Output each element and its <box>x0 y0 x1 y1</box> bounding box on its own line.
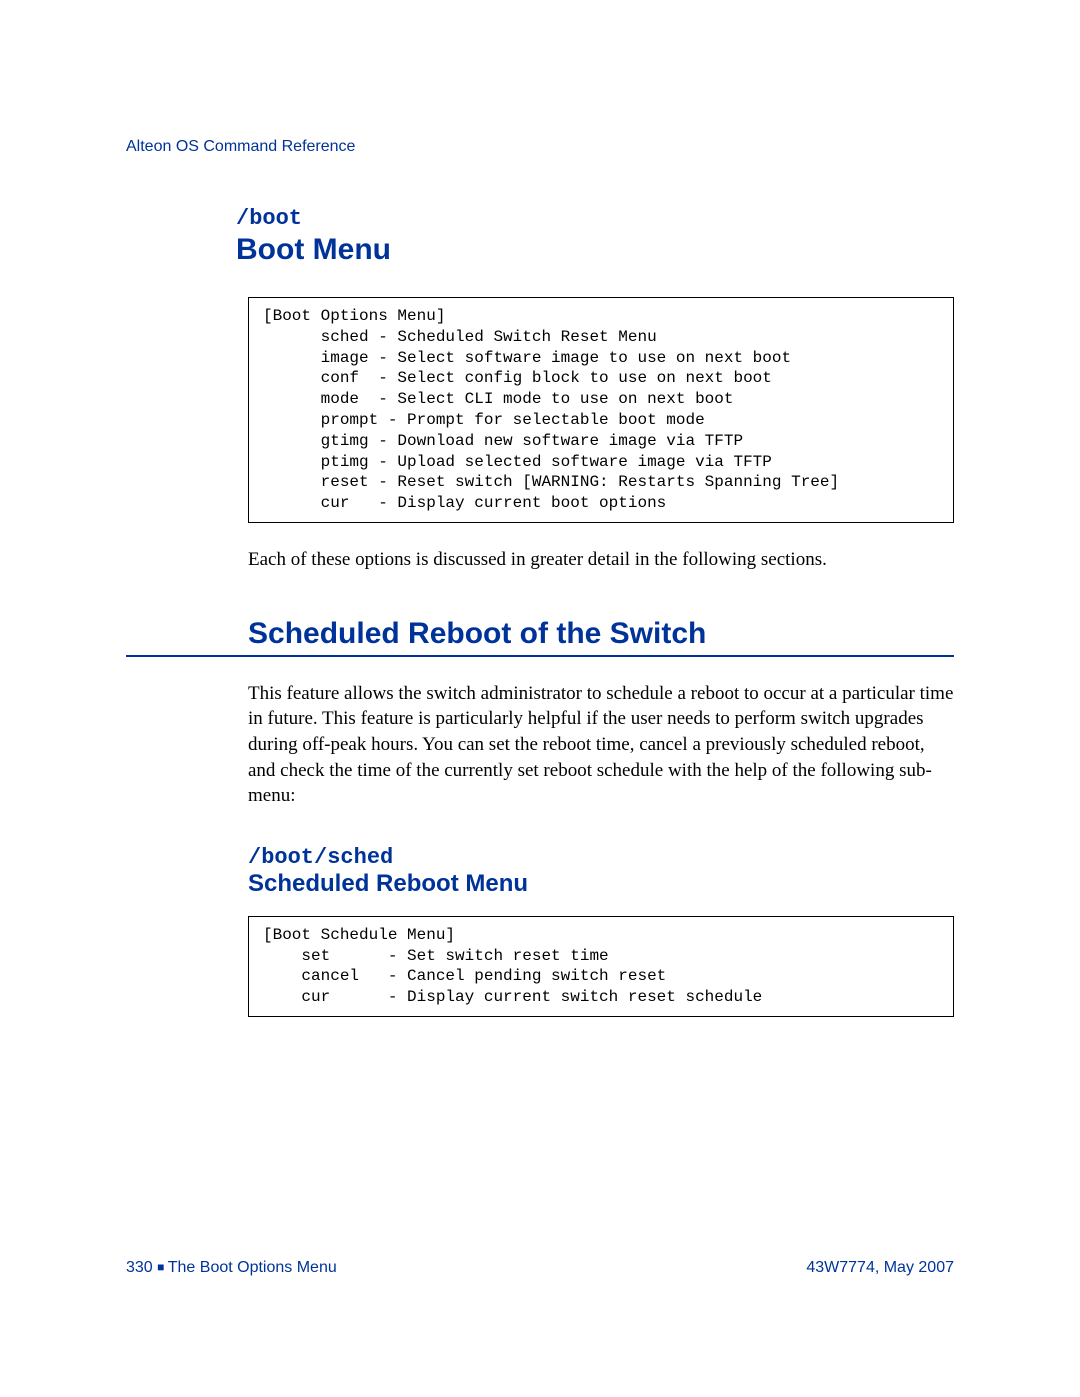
boot-schedule-code: [Boot Schedule Menu] set - Set switch re… <box>248 916 954 1017</box>
page: Alteon OS Command Reference /boot Boot M… <box>0 0 1080 1397</box>
boot-menu-title: Boot Menu <box>126 233 954 267</box>
footer-chapter: The Boot Options Menu <box>168 1259 337 1276</box>
boot-after-text: Each of these options is discussed in gr… <box>248 547 954 573</box>
boot-options-code: [Boot Options Menu] sched - Scheduled Sw… <box>248 297 954 523</box>
running-header: Alteon OS Command Reference <box>126 138 954 156</box>
footer-square-icon: ■ <box>157 1260 168 1274</box>
page-number: 330 <box>126 1259 153 1276</box>
boot-sched-path: /boot/sched <box>126 845 954 870</box>
scheduled-reboot-menu-title: Scheduled Reboot Menu <box>126 870 954 898</box>
scheduled-reboot-heading: Scheduled Reboot of the Switch <box>126 617 954 657</box>
page-footer: 330 ■ The Boot Options Menu 43W7774, May… <box>126 1259 954 1277</box>
boot-path: /boot <box>126 206 954 231</box>
footer-left: 330 ■ The Boot Options Menu <box>126 1259 337 1277</box>
scheduled-reboot-body: This feature allows the switch administr… <box>248 681 954 809</box>
footer-right: 43W7774, May 2007 <box>806 1259 954 1277</box>
